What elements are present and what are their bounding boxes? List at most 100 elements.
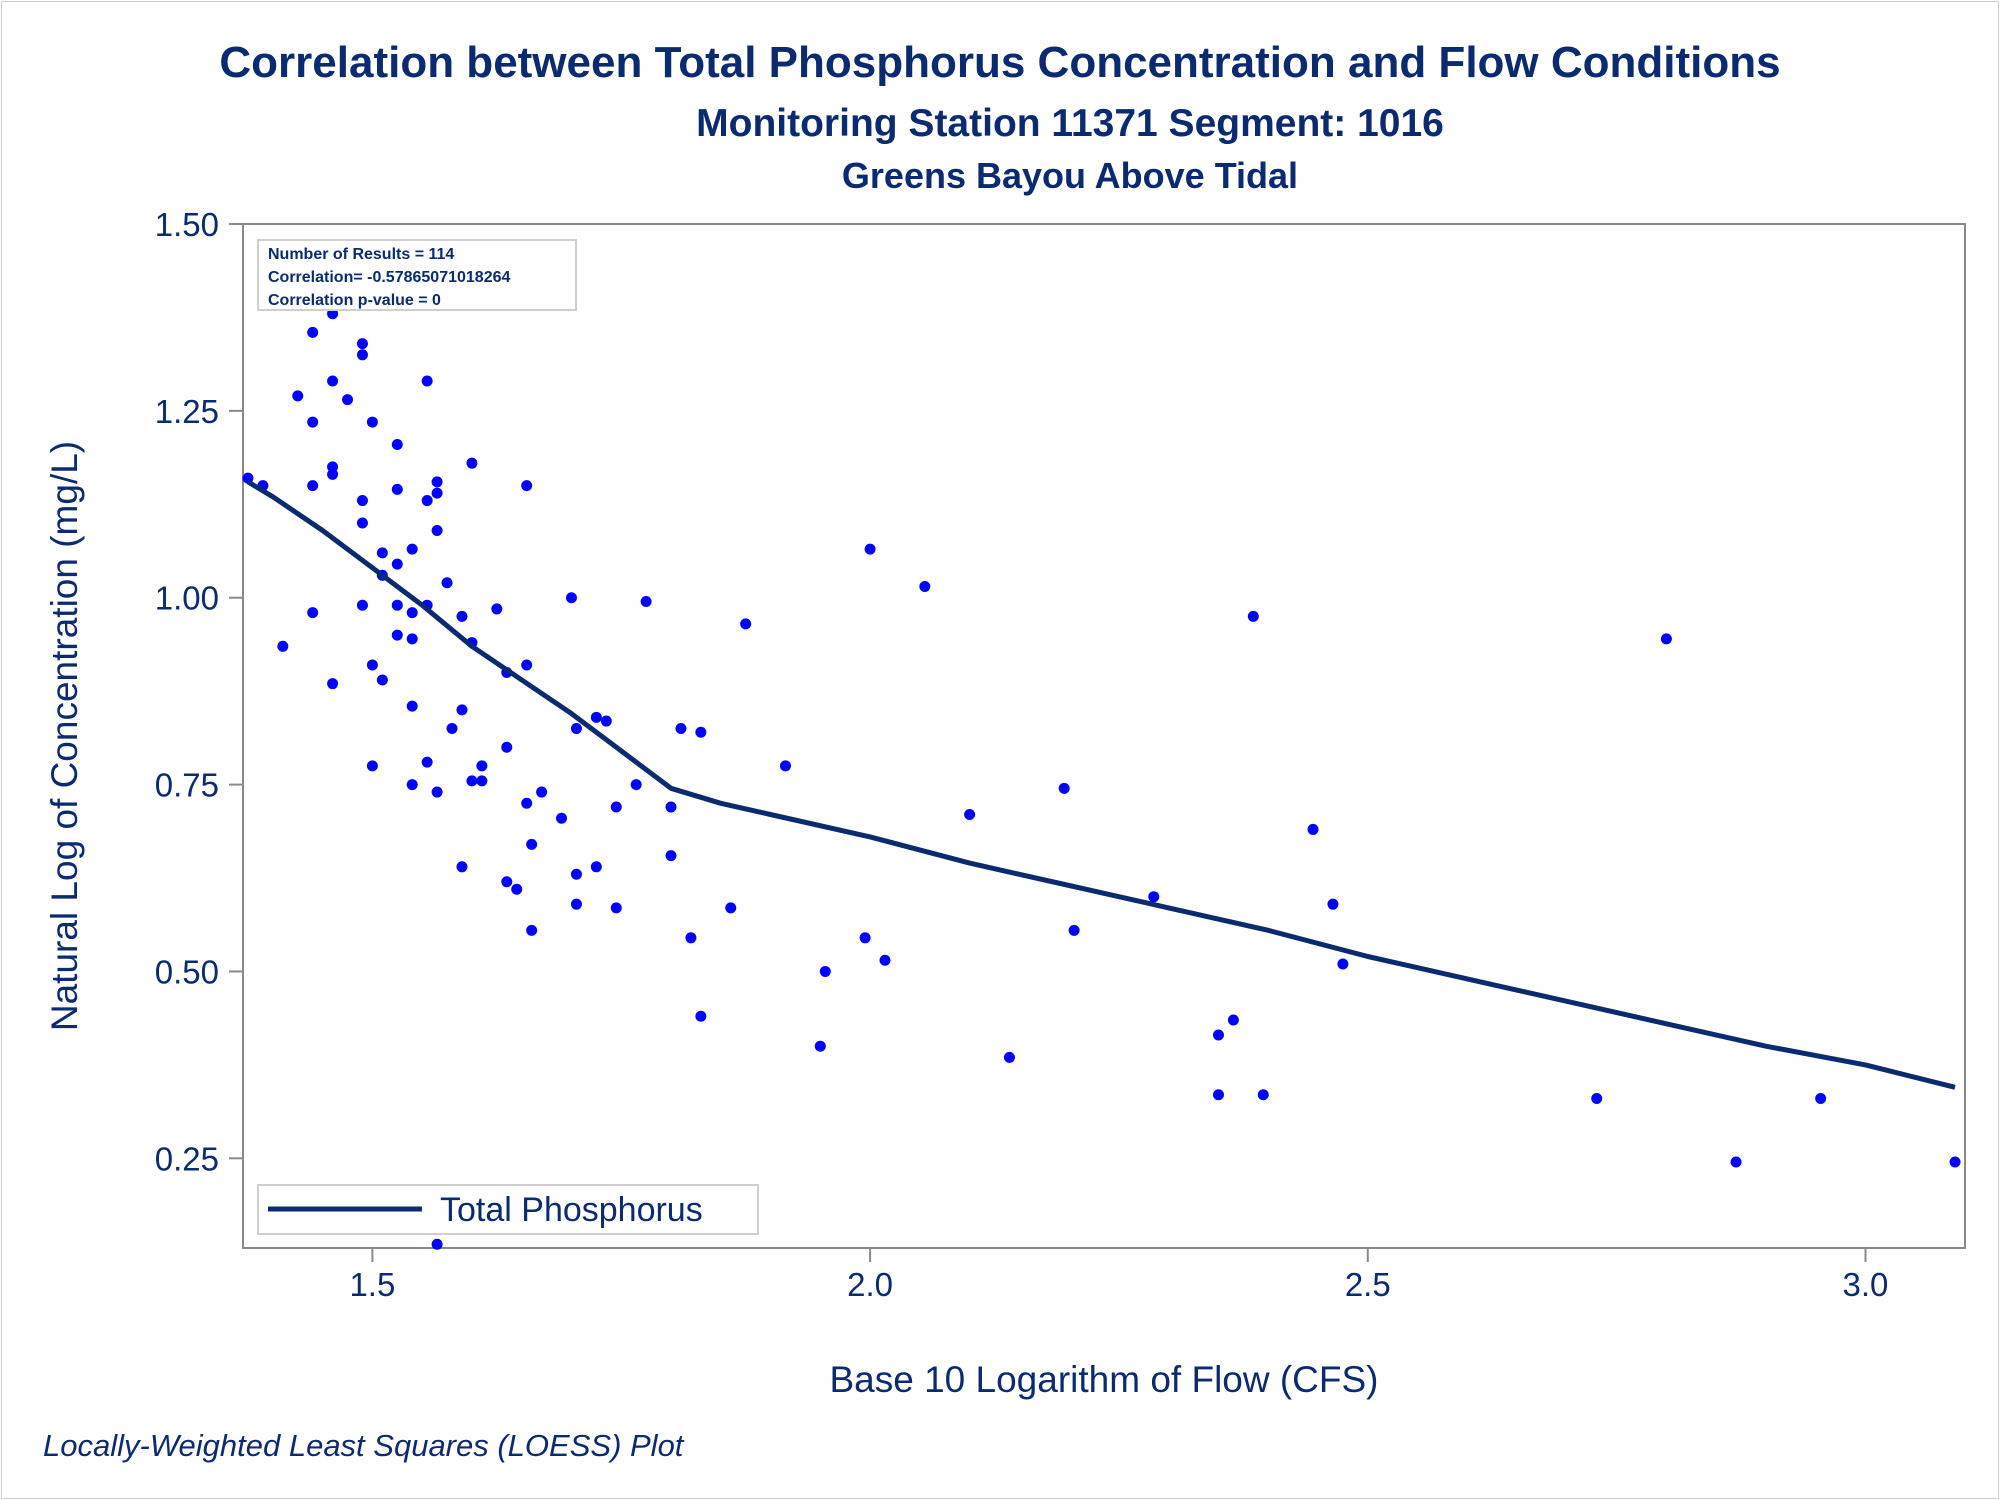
data-point xyxy=(327,678,339,690)
data-point xyxy=(376,674,388,686)
data-point xyxy=(590,711,602,723)
data-point xyxy=(859,932,871,944)
data-point xyxy=(406,700,418,712)
data-point xyxy=(307,480,319,492)
data-point xyxy=(1003,1051,1015,1063)
chart-subtitle-location: Greens Bayou Above Tidal xyxy=(841,155,1299,196)
data-point xyxy=(307,607,319,619)
data-point xyxy=(695,726,707,738)
x-tick-label: 3.0 xyxy=(1843,1266,1889,1303)
data-point xyxy=(456,704,468,716)
data-point xyxy=(1257,1089,1269,1101)
data-point xyxy=(431,1238,443,1250)
y-tick-label: 0.25 xyxy=(155,1140,219,1177)
data-point xyxy=(1327,898,1339,910)
data-point xyxy=(491,603,503,615)
data-point xyxy=(570,898,582,910)
x-tick-label: 2.0 xyxy=(847,1266,893,1303)
data-point xyxy=(675,723,687,735)
data-point xyxy=(476,760,488,772)
data-point xyxy=(610,801,622,813)
data-point xyxy=(292,390,304,402)
data-point xyxy=(356,349,368,361)
data-point xyxy=(327,468,339,480)
data-point xyxy=(570,723,582,735)
data-point xyxy=(1212,1089,1224,1101)
data-point xyxy=(521,480,533,492)
data-point xyxy=(740,618,752,630)
data-point xyxy=(466,775,478,787)
data-point xyxy=(526,924,538,936)
data-point xyxy=(391,438,403,450)
data-point xyxy=(640,595,652,607)
data-point xyxy=(441,577,453,589)
data-point xyxy=(327,375,339,387)
data-point xyxy=(307,326,319,338)
data-point xyxy=(1730,1156,1742,1168)
data-point xyxy=(366,760,378,772)
data-point xyxy=(1247,610,1259,622)
data-point xyxy=(1227,1014,1239,1026)
data-point xyxy=(342,394,354,406)
data-point xyxy=(665,850,677,862)
x-axis-label: Base 10 Logarithm of Flow (CFS) xyxy=(829,1359,1378,1400)
data-point xyxy=(431,487,443,499)
y-axis: 0.25 0.50 0.75 1.00 1.25 1.50 xyxy=(155,206,243,1177)
y-tick-label: 0.50 xyxy=(155,953,219,990)
data-point xyxy=(1212,1029,1224,1041)
x-axis: 1.5 2.0 2.5 3.0 xyxy=(349,1248,1888,1303)
stats-box: Number of Results = 114 Correlation= -0.… xyxy=(257,239,577,311)
data-point xyxy=(366,659,378,671)
data-point xyxy=(391,599,403,611)
data-point xyxy=(1337,958,1349,970)
y-tick-label: 1.00 xyxy=(155,580,219,617)
data-point xyxy=(406,543,418,555)
y-tick-label: 1.50 xyxy=(155,206,219,243)
data-point xyxy=(366,416,378,428)
data-point xyxy=(356,599,368,611)
data-point xyxy=(356,338,368,350)
legend-label: Total Phosphorus xyxy=(440,1191,703,1229)
data-point xyxy=(964,808,976,820)
data-point xyxy=(277,640,289,652)
plot-area xyxy=(242,223,1966,1249)
x-tick-label: 1.5 xyxy=(349,1266,395,1303)
data-point xyxy=(819,965,831,977)
data-point xyxy=(421,375,433,387)
data-point xyxy=(406,779,418,791)
data-point xyxy=(476,775,488,787)
data-point xyxy=(446,723,458,735)
data-point xyxy=(456,610,468,622)
data-point xyxy=(431,786,443,798)
loess-line xyxy=(246,479,1956,1090)
data-point xyxy=(406,607,418,619)
data-point xyxy=(685,932,697,944)
data-point xyxy=(556,812,568,824)
data-point xyxy=(356,517,368,529)
data-point xyxy=(521,659,533,671)
data-point xyxy=(421,495,433,507)
data-point xyxy=(864,543,876,555)
data-point xyxy=(630,779,642,791)
data-point xyxy=(391,483,403,495)
data-point xyxy=(1148,891,1160,903)
data-point xyxy=(431,476,443,488)
stat-correlation: Correlation= -0.57865071018264 xyxy=(268,269,510,286)
data-point xyxy=(565,592,577,604)
data-point xyxy=(356,495,368,507)
data-point xyxy=(391,629,403,641)
data-point xyxy=(1949,1156,1961,1168)
data-point xyxy=(431,524,443,536)
chart-subtitle-station: Monitoring Station 11371 Segment: 1016 xyxy=(696,102,1444,145)
data-point xyxy=(600,715,612,727)
data-point xyxy=(814,1040,826,1052)
data-point xyxy=(421,756,433,768)
data-point xyxy=(879,954,891,966)
data-point xyxy=(570,868,582,880)
data-point xyxy=(526,838,538,850)
stat-pvalue: Correlation p-value = 0 xyxy=(268,292,441,309)
data-point xyxy=(376,547,388,559)
y-tick-label: 1.25 xyxy=(155,393,219,430)
chart-title: Correlation between Total Phosphorus Con… xyxy=(219,38,1781,87)
data-point xyxy=(1660,633,1672,645)
